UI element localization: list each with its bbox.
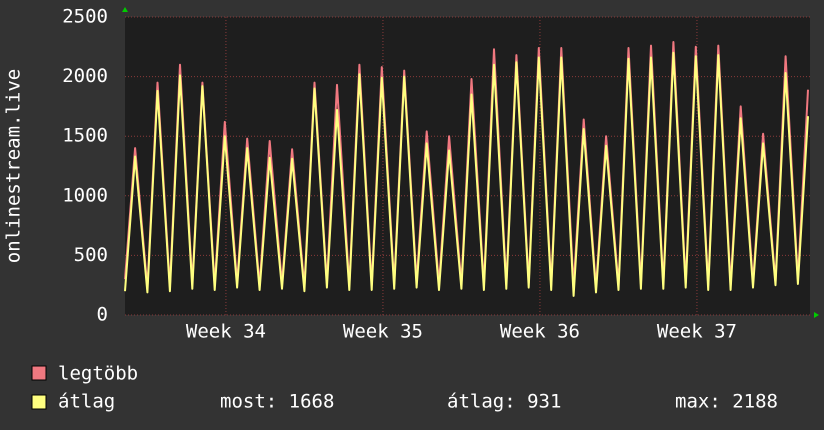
legend-stat: max: 2188 — [675, 391, 778, 413]
legend-swatch — [31, 365, 47, 381]
x-tick-label: Week 36 — [500, 321, 580, 343]
y-tick-label: 2500 — [62, 6, 108, 28]
x-tick-label: Week 34 — [186, 321, 266, 343]
y-tick-label: 0 — [97, 304, 108, 326]
legend-swatch — [31, 394, 47, 410]
legend-label: legtöbb — [58, 363, 138, 385]
x-tick-label: Week 35 — [343, 321, 423, 343]
y-tick-label: 500 — [74, 244, 108, 266]
axis-arrow — [814, 312, 819, 318]
y-tick-label: 2000 — [62, 65, 108, 87]
y-tick-label: 1000 — [62, 184, 108, 206]
legend-label: átlag — [58, 391, 115, 413]
y-axis-label: onlinestream.live — [3, 69, 25, 263]
series-line — [124, 51, 809, 297]
legend-stat: most: 1668 — [220, 391, 334, 413]
axis-arrow — [122, 7, 128, 12]
y-tick-label: 1500 — [62, 125, 108, 147]
legend-stat: átlag: 931 — [447, 391, 561, 413]
x-tick-label: Week 37 — [657, 321, 737, 343]
